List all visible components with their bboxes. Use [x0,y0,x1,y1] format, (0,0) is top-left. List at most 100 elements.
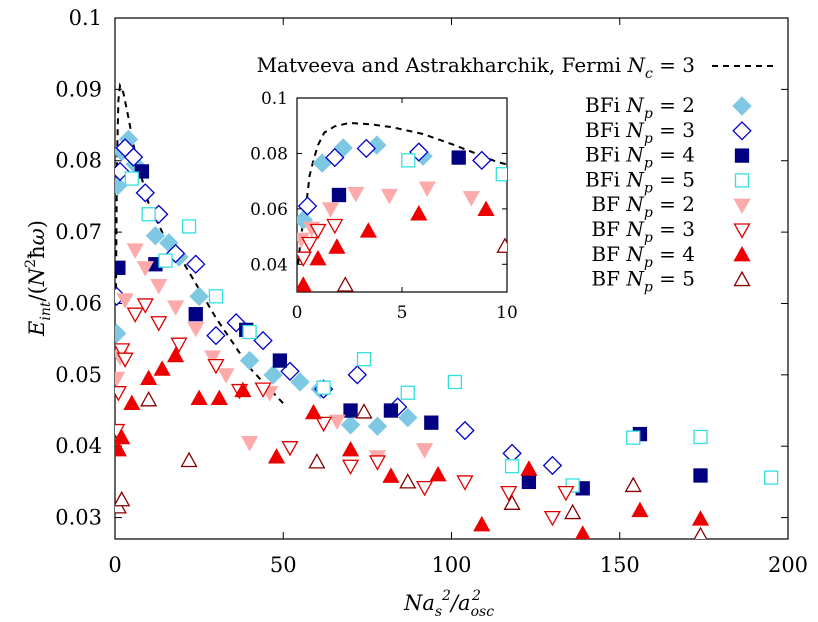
data-point-series-6 [170,337,188,353]
data-point-series-1 [239,350,260,371]
inset-data-point-series-2 [297,196,318,216]
data-point-series-4 [208,289,224,304]
data-point-series-2 [347,365,367,385]
data-point-series-3 [424,415,439,430]
data-point-series-6 [557,485,575,502]
data-point-series-7 [304,403,323,420]
legend-label-series-5: BF Np = 2 [591,192,695,221]
data-point-series-3 [343,403,358,418]
main-axis-ticks: 0 50 100 150 2000.030.040.050.060.070.080.09… [55,6,808,577]
data-point-series-8 [624,476,642,493]
y-tick-label: 0.04 [55,434,102,458]
inset-y-tick-label: 0.08 [250,144,288,164]
data-point-series-4 [447,374,463,390]
legend-label-series-4: BFi Np = 5 [585,167,695,196]
inset-data-point-series-5 [347,186,365,203]
inset-data-point-series-6 [326,218,344,235]
data-point-series-6 [500,485,518,502]
legend-marker-series-8 [733,270,751,287]
data-point-series-4 [141,207,156,222]
data-point-series-7 [210,389,228,406]
data-point-series-5 [204,350,222,366]
data-point-series-3 [693,468,708,483]
inset-data-point-series-2 [356,138,376,159]
data-point-series-5 [328,414,346,431]
data-point-series-5 [416,443,434,459]
inset-data-points [297,135,507,292]
data-point-series-1 [290,372,310,392]
legend-marker-series-5 [733,198,751,215]
data-point-series-7 [140,369,158,386]
x-tick-label: 200 [768,553,808,577]
data-point-series-6 [315,416,333,433]
data-point-series-2 [542,455,563,476]
inset-data-point-series-6 [301,236,319,253]
data-point-series-5 [115,371,126,388]
legend-label-series-1: BFi Np = 2 [585,93,695,122]
data-point-series-2 [206,325,226,346]
inset-data-point-series-3 [331,187,347,203]
inset-data-point-series-5 [418,181,436,197]
data-point-series-4 [124,171,139,186]
data-point-series-4 [158,253,173,268]
data-point-series-7 [631,501,649,518]
data-point-series-6 [115,386,127,402]
data-point-series-2 [115,161,130,182]
data-point-series-7 [267,448,286,464]
data-point-series-1 [115,176,128,196]
data-point-series-7 [382,467,400,483]
legend-marker-series-7 [733,245,751,262]
data-point-series-1 [367,416,388,436]
inset-y-tick-label: 0.06 [250,200,288,220]
data-point-series-6 [368,455,387,471]
inset-data-point-series-7 [309,249,327,266]
data-point-series-5 [150,279,168,295]
data-point-series-1 [263,365,283,385]
data-point-series-6 [116,352,134,368]
data-point-series-7 [190,389,208,406]
inset-data-point-series-2 [472,150,492,171]
data-point-series-6 [341,459,360,476]
data-point-series-6 [115,343,131,359]
legend-marker-series-6 [733,223,751,239]
y-tick-label: 0.09 [55,77,102,101]
inset-x-tick-label: 5 [397,303,408,323]
inset-y-tick-label: 0.04 [250,255,288,275]
inset-y-tick-label: 0.1 [261,89,288,109]
data-point-series-5 [166,300,185,316]
inset-data-point-series-5 [380,188,398,205]
data-point-series-8 [399,473,417,489]
inset-data-point-series-1 [297,210,313,230]
data-point-series-8 [308,453,326,469]
data-point-series-4 [316,380,331,395]
data-point-series-5 [136,261,154,277]
data-point-series-8 [355,403,373,419]
y-tick-label: 0.05 [55,363,102,387]
legend-label-series-2: BFi Np = 3 [585,118,695,147]
legend-label-series-3: BFi Np = 4 [585,143,695,172]
data-point-series-4 [242,324,257,340]
data-point-series-8 [140,391,158,407]
legend-marker-series-3 [734,148,750,163]
y-axis-label: Eint/(N2ħω) [23,220,54,337]
inset-data-point-series-7 [410,205,428,221]
legend-label-series-7: BF Np = 4 [591,242,695,271]
data-point-series-4 [504,459,520,474]
data-point-series-2 [280,361,300,381]
data-point-series-3 [188,307,203,322]
y-tick-label: 0.07 [55,220,102,244]
data-point-series-2 [123,147,144,167]
data-point-series-8 [503,494,521,510]
inset-data-point-series-6 [309,223,327,240]
inset-data-point-series-7 [477,200,495,217]
data-point-series-3 [115,260,126,275]
data-point-series-7 [234,381,252,398]
x-tick-label: 100 [431,553,471,577]
inset-data-point-series-7 [328,238,346,254]
data-point-series-6 [456,475,474,491]
x-tick-label: 50 [270,553,297,577]
legend-reference-label: Matveeva and Astrakharchik, Fermi Nc = 3 [257,53,695,82]
y-tick-label: 0.06 [55,291,102,315]
legend-label-series-8: BF Np = 5 [591,267,695,296]
legend-marker-series-2 [732,121,752,141]
